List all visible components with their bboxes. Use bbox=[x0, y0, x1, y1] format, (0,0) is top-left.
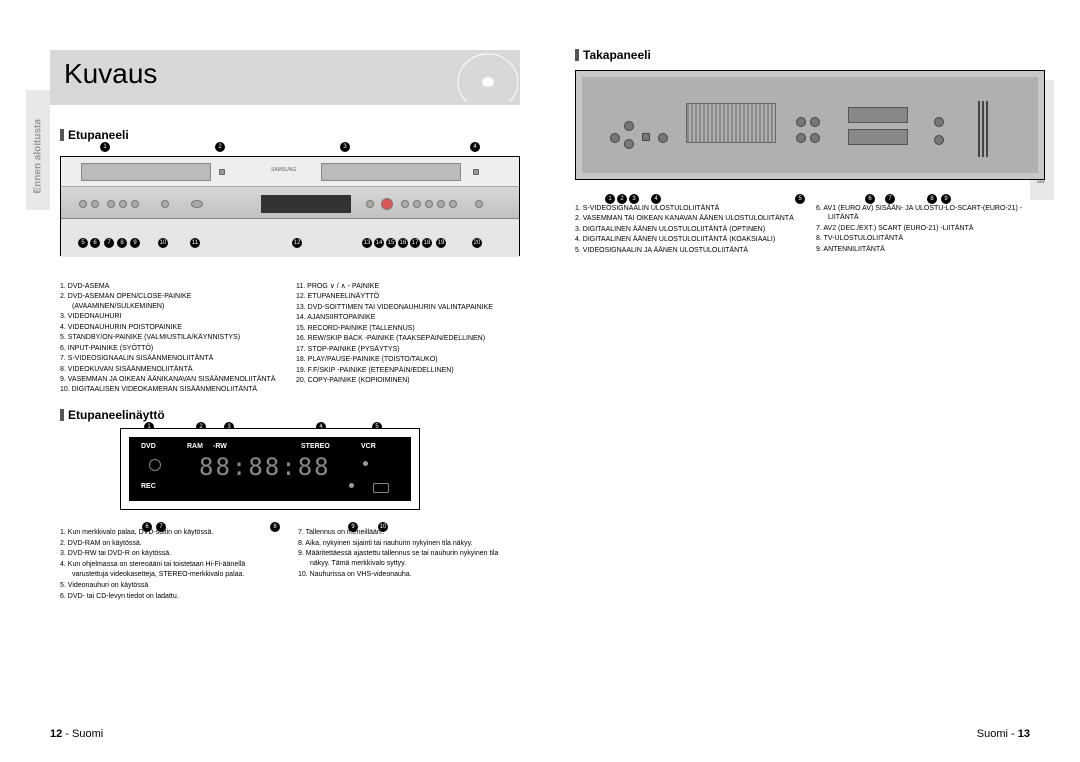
legend-item: 6. AV1 (EURO AV) SISÄÄN- JA ULOSTU-LO-SC… bbox=[816, 204, 1045, 223]
display-diagram: DVD RAM -RW STEREO VCR 88:88:88 REC bbox=[120, 428, 420, 510]
legend-item: 2. DVD-RAM on käytössä. bbox=[60, 539, 282, 549]
disc-icon bbox=[438, 52, 518, 102]
side-tab-text: Ennen aloitusta bbox=[33, 114, 44, 194]
display-heading: Etupaneelinäyttö bbox=[60, 408, 520, 422]
legend-item: 7. Tallennus on meneillään.. bbox=[298, 528, 520, 538]
front-panel-diagram: SAMSUNG bbox=[60, 156, 520, 256]
legend-item: 13. DVD-SOITTIMEN TAI VIDEONAUHURIN VALI… bbox=[296, 303, 520, 312]
legend-item: 1. S-VIDEOSIGNAALIN ULOSTULOLIITÄNTÄ bbox=[575, 204, 804, 213]
legend-item: 7. S-VIDEOSIGNAALIN SISÄÄNMENOLIITÄNTÄ bbox=[60, 354, 284, 363]
main-title: Kuvaus bbox=[64, 58, 157, 90]
legend-item: 11. PROG ∨ / ∧ - PAINIKE bbox=[296, 282, 520, 291]
legend-item: 6. DVD- tai CD-levyn tiedot on ladattu. bbox=[60, 592, 282, 602]
legend-item: 1. Kun merkkivalo palaa, DVD-soitin on k… bbox=[60, 528, 282, 538]
front-bottom-callouts: 5 6 7 8 9 10 11 12 13 14 15 16 17 18 19 … bbox=[60, 220, 520, 234]
legend-item: 10. Nauhurissa on VHS-videonauha. bbox=[298, 570, 520, 580]
legend-item: 2. DVD-ASEMAN OPEN/CLOSE-PAINIKE (AVAAMI… bbox=[60, 292, 284, 311]
legend-item: 10. DIGITAALISEN VIDEOKAMERAN SISÄÄNMENO… bbox=[60, 385, 284, 394]
legend-item: 6. INPUT-PAINIKE (SYÖTTÖ) bbox=[60, 344, 284, 353]
legend-item: 8. TV-ULOSTULOLIITÄNTÄ bbox=[816, 234, 1045, 243]
display-legend: 1. Kun merkkivalo palaa, DVD-soitin on k… bbox=[60, 528, 520, 603]
legend-item: 3. VIDEONAUHURI bbox=[60, 312, 284, 321]
legend-item: 7. AV2 (DEC./EXT.) SCART (EURO-21) -LIIT… bbox=[816, 224, 1045, 233]
legend-item: 8. VIDEOKUVAN SISÄÄNMENOLIITÄNTÄ bbox=[60, 365, 284, 374]
front-panel-heading: Etupaneeli bbox=[60, 128, 520, 142]
front-panel-legend: 1. DVD-ASEMA2. DVD-ASEMAN OPEN/CLOSE-PAI… bbox=[60, 282, 520, 396]
legend-item: 5. Videonauhuri on käytössä bbox=[60, 581, 282, 591]
legend-item: 3. DIGITAALINEN ÄÄNEN ULOSTULOLIITÄNTÄ (… bbox=[575, 225, 804, 234]
segment-display: 88:88:88 bbox=[199, 453, 331, 481]
page-right: Ennen aloitusta Takapaneeli bbox=[540, 0, 1080, 762]
legend-item: 16. REW/SKIP BACK -PAINIKE (TAAKSEPÄIN/E… bbox=[296, 334, 520, 343]
legend-item: 5. STANDBY/ON-PAINIKE (VALMIUSTILA/KÄYNN… bbox=[60, 333, 284, 342]
legend-item: 15. RECORD-PAINIKE (TALLENNUS) bbox=[296, 324, 520, 333]
legend-item: 17. STOP-PAINIKE (PYSÄYTYS) bbox=[296, 345, 520, 354]
rear-panel-legend: 1. S-VIDEOSIGNAALIN ULOSTULOLIITÄNTÄ2. V… bbox=[575, 204, 1045, 256]
legend-item: 3. DVD-RW tai DVD-R on käytössä. bbox=[60, 549, 282, 559]
legend-item: 9. ANTENNILIITÄNTÄ bbox=[816, 245, 1045, 254]
legend-item: 4. DIGITAALINEN ÄÄNEN ULOSTULOLIITÄNTÄ (… bbox=[575, 235, 804, 244]
legend-item: 2. VASEMMAN TAI OIKEAN KANAVAN ÄÄNEN ULO… bbox=[575, 214, 804, 223]
rear-panel-heading: Takapaneeli bbox=[575, 48, 1045, 62]
left-content: Etupaneeli 1 2 3 4 SAMSUNG bbox=[60, 128, 520, 602]
legend-item: 8. Aika, nykyinen sijainti tai nauhurin … bbox=[298, 539, 520, 549]
legend-item: 20. COPY-PAINIKE (KOPIOIMINEN) bbox=[296, 376, 520, 385]
legend-item: 4. Kun ohjelmassa on stereoääni tai tois… bbox=[60, 560, 282, 580]
legend-item: 4. VIDEONAUHURIN POISTOPAINIKE bbox=[60, 323, 284, 332]
legend-item: 1. DVD-ASEMA bbox=[60, 282, 284, 291]
footer-left: 12 - Suomi bbox=[50, 728, 103, 740]
legend-item: 19. F.F/SKIP -PAINIKE (ETEENPÄIN/EDELLIN… bbox=[296, 366, 520, 375]
legend-item: 9. VASEMMAN JA OIKEAN ÄÄNIKANAVAN SISÄÄN… bbox=[60, 375, 284, 384]
legend-item: 14. AJANSIIRTOPAINIKE bbox=[296, 313, 520, 322]
right-content: Takapaneeli bbox=[575, 48, 1045, 256]
front-top-callouts: 1 2 3 4 bbox=[60, 142, 520, 156]
legend-item: 9. Määritettäessä ajastettu tallennus se… bbox=[298, 549, 520, 569]
footer-right: Suomi - 13 bbox=[977, 728, 1030, 740]
page-left: Ennen aloitusta Kuvaus Etupaneeli 1 2 3 … bbox=[0, 0, 540, 762]
legend-item: 5. VIDEOSIGNAALIN JA ÄÄNEN ULOSTULOLIITÄ… bbox=[575, 246, 804, 255]
legend-item: 18. PLAY/PAUSE-PAINIKE (TOISTO/TAUKO) bbox=[296, 355, 520, 364]
display-section: Etupaneelinäyttö 1 2 3 4 5 DVD RAM bbox=[60, 408, 520, 603]
legend-item: 12. ETUPANEELINÄYTTÖ bbox=[296, 292, 520, 301]
rear-panel-diagram bbox=[575, 70, 1045, 180]
side-tab-left: Ennen aloitusta bbox=[26, 90, 50, 210]
